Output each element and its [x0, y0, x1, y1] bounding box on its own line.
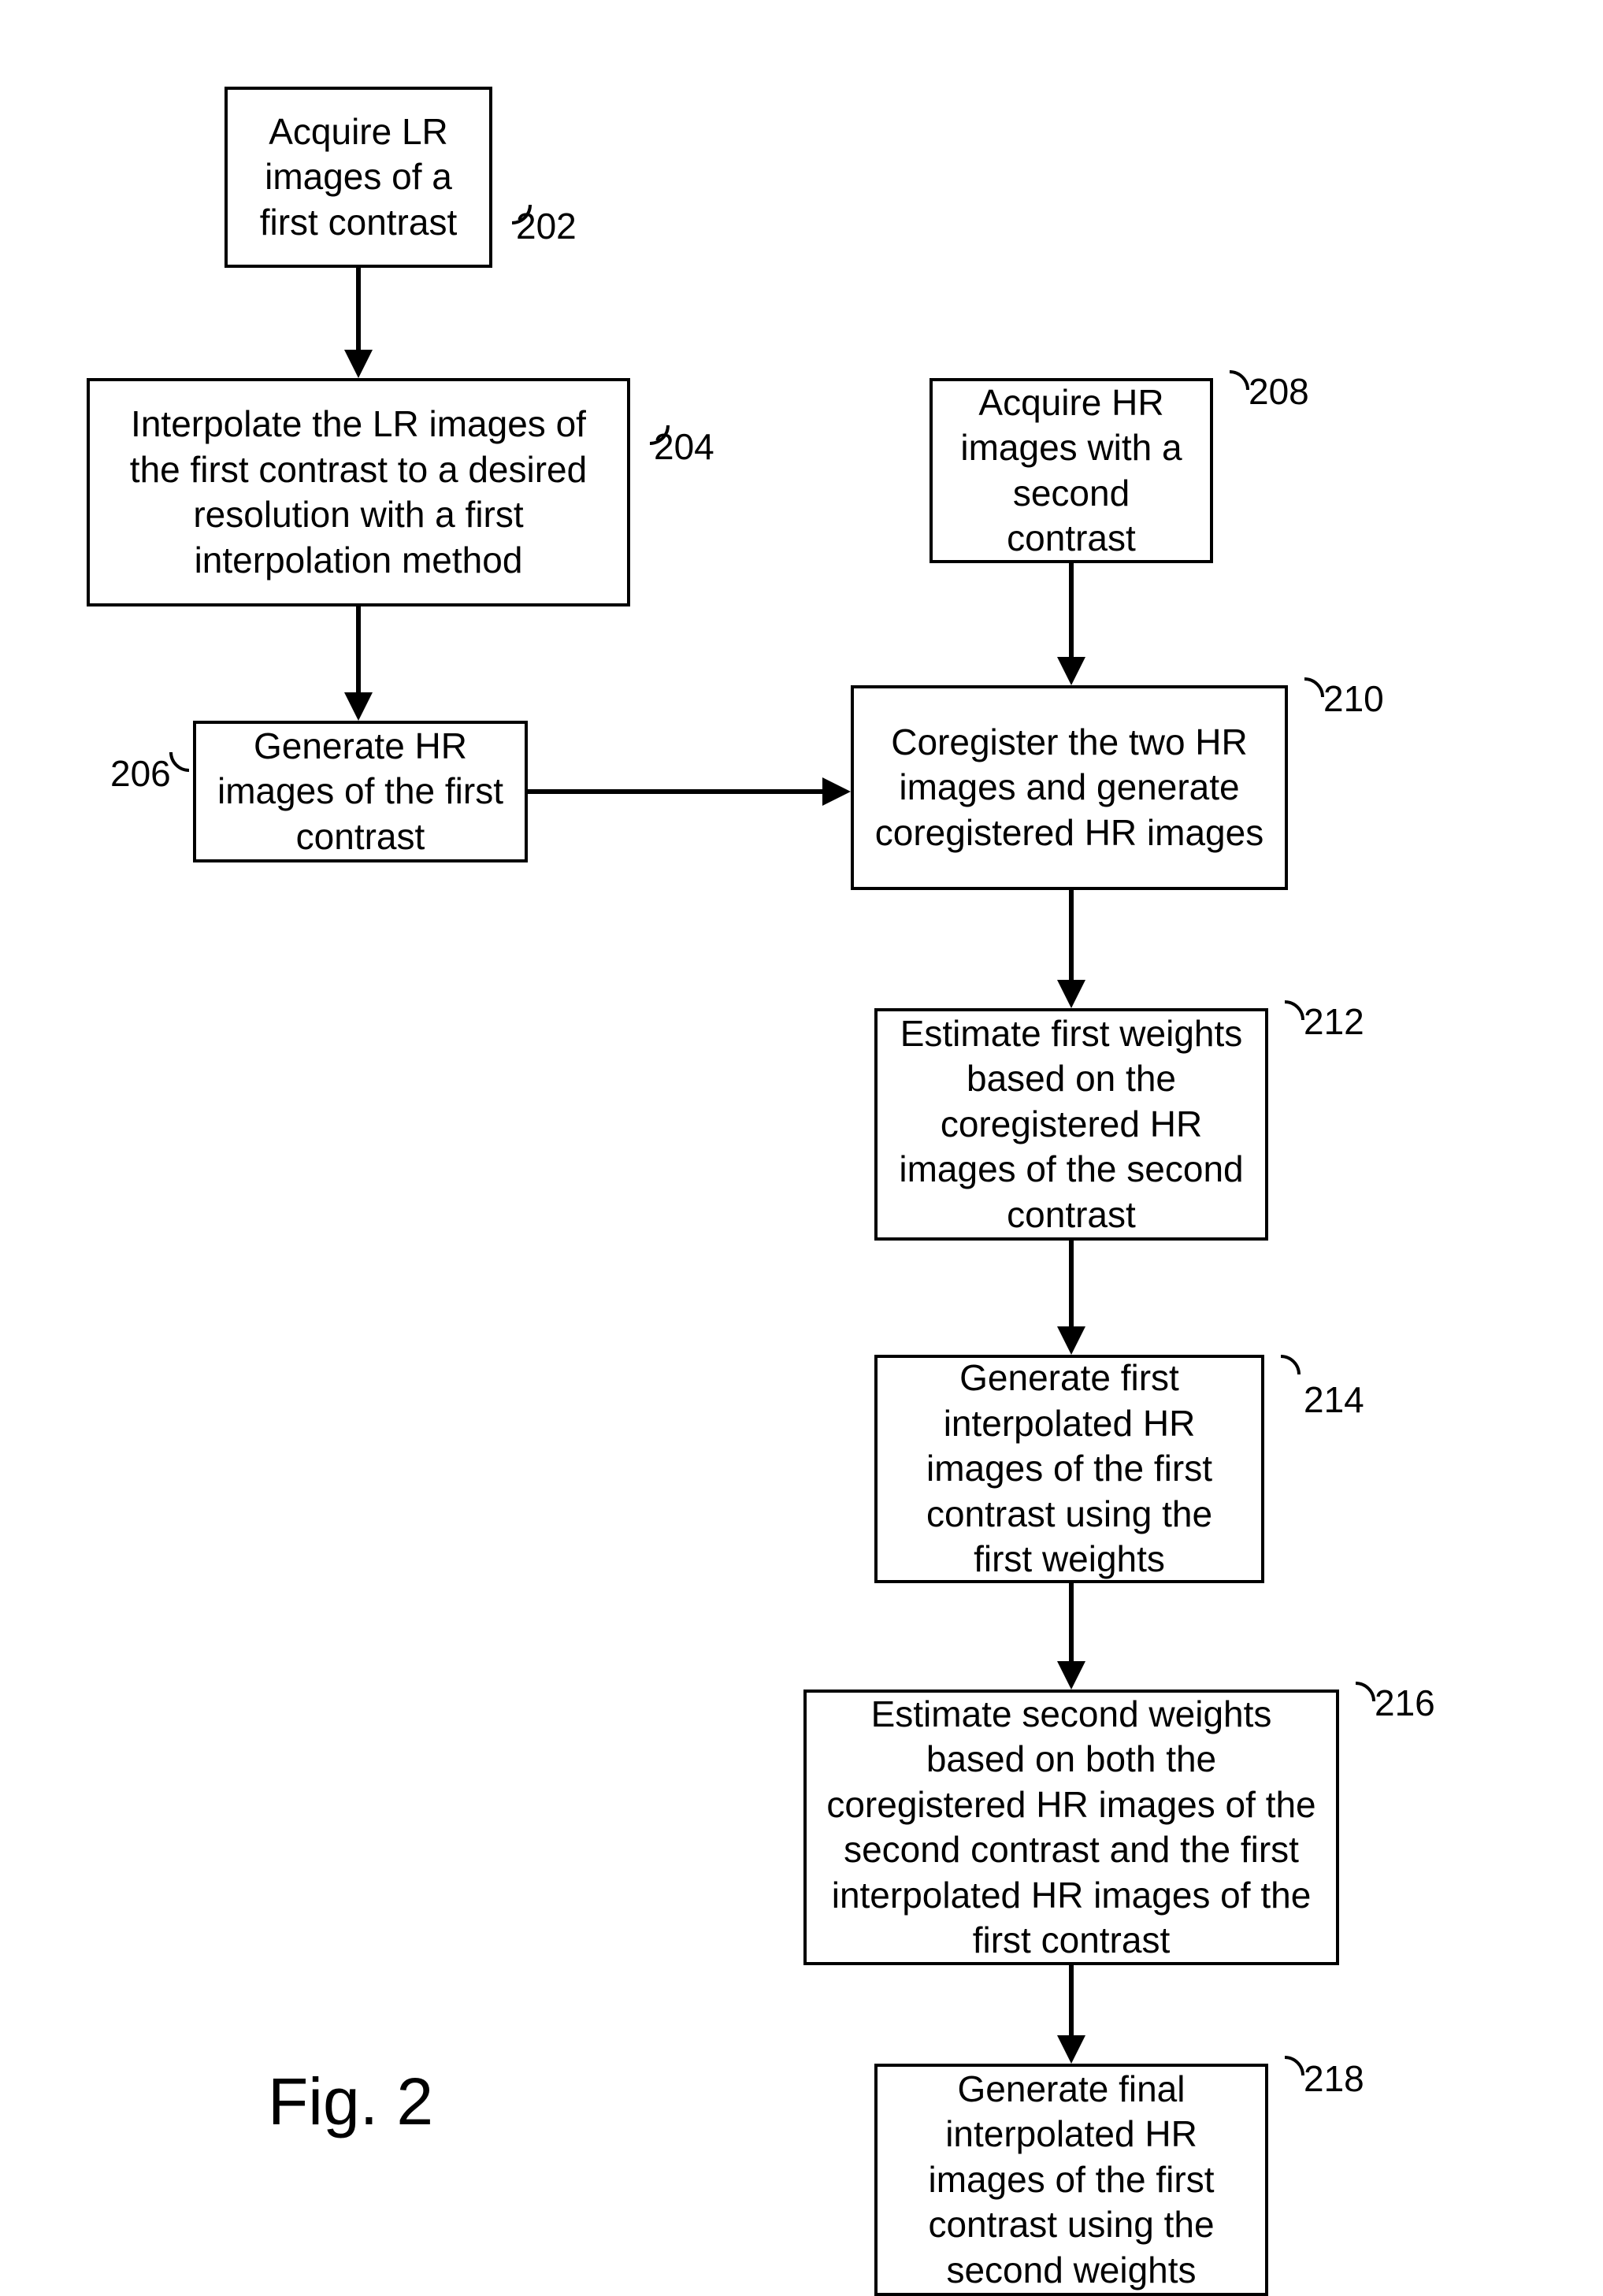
ref-label-214: 214	[1304, 1378, 1364, 1421]
arrowhead-down-icon	[1057, 1661, 1085, 1690]
arrowhead-down-icon	[1057, 2035, 1085, 2064]
node-text: Estimate first weights based on the core…	[893, 1011, 1249, 1238]
arrow-line	[1069, 890, 1074, 980]
arrow-line	[528, 789, 822, 794]
ref-label-208: 208	[1249, 370, 1309, 413]
ref-label-210: 210	[1323, 677, 1384, 720]
ref-label-218: 218	[1304, 2057, 1364, 2100]
arrow-line	[1069, 1583, 1074, 1661]
node-text: Acquire LR images of a first contrast	[243, 109, 473, 246]
flow-node-216: Estimate second weights based on both th…	[803, 1690, 1339, 1965]
ref-hook-icon	[1265, 2056, 1304, 2095]
node-text: Acquire HR images with a second contrast	[948, 380, 1194, 562]
ref-hook-icon	[1265, 1000, 1304, 1040]
ref-hook-icon	[492, 185, 532, 224]
arrow-line	[356, 268, 361, 350]
ref-hook-icon	[1285, 677, 1324, 717]
figure-caption: Fig. 2	[268, 2064, 433, 2140]
ref-label-216: 216	[1375, 1682, 1435, 1724]
node-text: Generate first interpolated HR images of…	[893, 1356, 1245, 1582]
ref-hook-icon	[1261, 1355, 1301, 1394]
arrow-line	[1069, 1241, 1074, 1326]
flow-node-206: Generate HR images of the first contrast	[193, 721, 528, 862]
node-text: Interpolate the LR images of the first c…	[106, 402, 611, 583]
ref-hook-icon	[1210, 370, 1249, 410]
arrowhead-down-icon	[1057, 1326, 1085, 1355]
ref-hook-icon	[1336, 1682, 1375, 1721]
node-text: Generate final interpolated HR images of…	[893, 2067, 1249, 2294]
flow-node-214: Generate first interpolated HR images of…	[874, 1355, 1264, 1583]
flow-node-210: Coregister the two HR images and generat…	[851, 685, 1288, 890]
arrow-line	[1069, 563, 1074, 657]
arrowhead-down-icon	[1057, 980, 1085, 1008]
flow-node-208: Acquire HR images with a second contrast	[930, 378, 1213, 563]
flow-node-202: Acquire LR images of a first contrast	[224, 87, 492, 268]
node-text: Generate HR images of the first contrast	[212, 724, 509, 860]
ref-label-206: 206	[110, 752, 171, 795]
node-text: Coregister the two HR images and generat…	[870, 720, 1269, 856]
arrow-line	[1069, 1965, 1074, 2035]
node-text: Estimate second weights based on both th…	[822, 1692, 1320, 1964]
flow-node-212: Estimate first weights based on the core…	[874, 1008, 1268, 1241]
arrowhead-right-icon	[822, 777, 851, 806]
flow-node-218: Generate final interpolated HR images of…	[874, 2064, 1268, 2296]
arrowhead-down-icon	[344, 692, 373, 721]
flow-node-204: Interpolate the LR images of the first c…	[87, 378, 630, 606]
ref-hook-icon	[630, 406, 670, 445]
arrowhead-down-icon	[344, 350, 373, 378]
ref-label-212: 212	[1304, 1000, 1364, 1043]
arrow-line	[356, 606, 361, 692]
arrowhead-down-icon	[1057, 657, 1085, 685]
